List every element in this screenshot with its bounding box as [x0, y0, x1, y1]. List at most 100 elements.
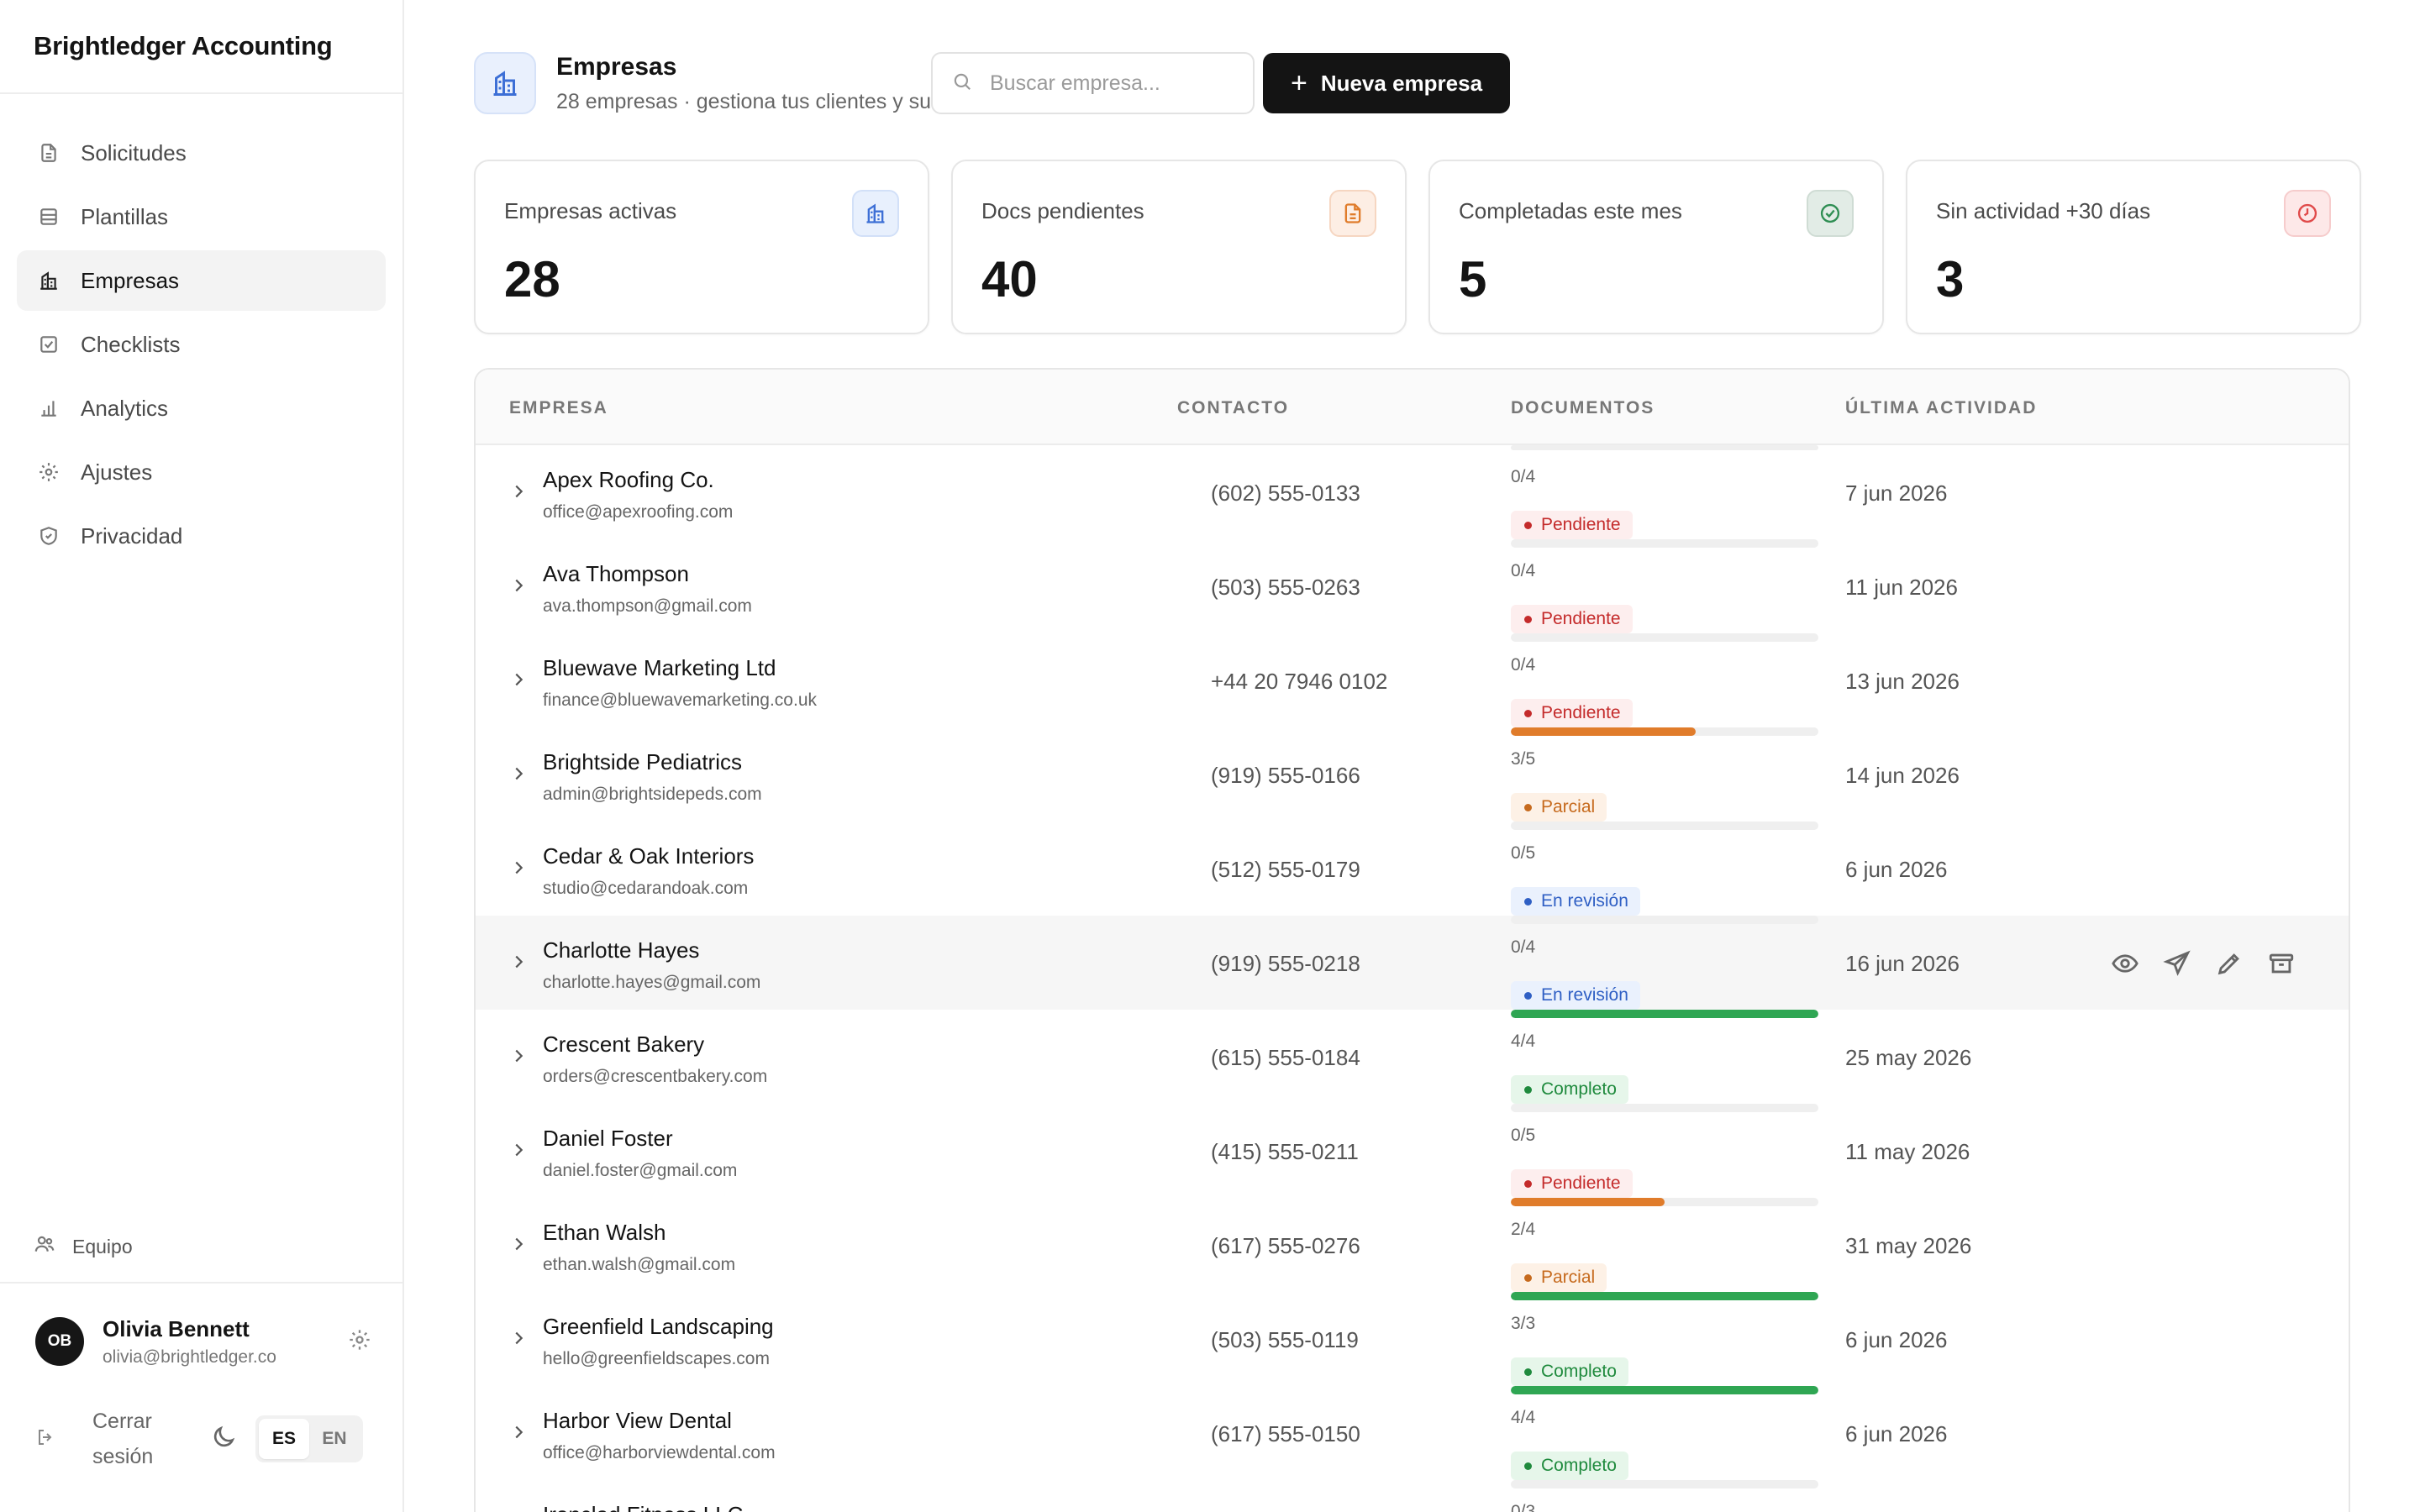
search-input[interactable]: [990, 71, 1242, 96]
sidebar-item-ajustes[interactable]: Ajustes: [17, 442, 386, 502]
sidebar-item-solicitudes[interactable]: Solicitudes: [17, 123, 386, 183]
new-company-button[interactable]: + Nueva empresa: [1263, 53, 1510, 113]
lang-es-button[interactable]: ES: [259, 1419, 309, 1459]
row-actions: [2111, 949, 2296, 982]
sidebar-item-label: Privacidad: [81, 522, 183, 549]
docs-count: 2/4: [1511, 1220, 1536, 1239]
company-email: admin@brightsidepeds.com: [543, 785, 762, 804]
docs-count: 0/4: [1511, 655, 1536, 675]
docs-count: 0/4: [1511, 937, 1536, 957]
company-name[interactable]: Daniel Foster: [543, 1126, 673, 1151]
sidebar-item-checklists[interactable]: Checklists: [17, 314, 386, 375]
eye-icon[interactable]: [2111, 949, 2139, 982]
table-row[interactable]: Greenfield Landscaping hello@greenfieldsc…: [476, 1292, 2349, 1394]
chevron-right-icon[interactable]: [509, 1235, 528, 1253]
last-activity: 6 jun 2026: [1845, 1421, 1948, 1446]
table-row[interactable]: Charlotte Hayes charlotte.hayes@gmail.com…: [476, 916, 2349, 1018]
pencil-icon[interactable]: [2215, 949, 2244, 982]
send-icon[interactable]: [2163, 949, 2191, 982]
company-name[interactable]: Cedar & Oak Interiors: [543, 843, 755, 869]
progress-fill: [1511, 1386, 1818, 1394]
column-header-ultima-actividad[interactable]: ÚLTIMA ACTIVIDAD: [1845, 398, 2038, 417]
new-company-label: Nueva empresa: [1320, 70, 1483, 96]
main-content: Empresas 28 empresas · gestiona tus clie…: [404, 0, 2420, 1512]
file-icon: [37, 141, 60, 165]
search-icon: [951, 71, 973, 97]
docs-count: 0/5: [1511, 843, 1536, 863]
sidebar-item-privacidad[interactable]: Privacidad: [17, 506, 386, 566]
company-name[interactable]: Brightside Pediatrics: [543, 749, 742, 774]
company-name[interactable]: Ironclad Fitness LLC: [543, 1502, 743, 1512]
column-header-contacto[interactable]: CONTACTO: [1177, 398, 1290, 417]
progress-bar: [1511, 1480, 1818, 1488]
companies-table: EMPRESA CONTACTO DOCUMENTOS ÚLTIMA ACTIV…: [474, 368, 2350, 1512]
table-row[interactable]: Cedar & Oak Interiors studio@cedarandoak.…: [476, 822, 2349, 924]
team-link[interactable]: Equipo: [34, 1233, 133, 1260]
archive-icon[interactable]: [2267, 949, 2296, 982]
sidebar-item-empresas[interactable]: Empresas: [17, 250, 386, 311]
company-name[interactable]: Charlotte Hayes: [543, 937, 700, 963]
building-icon: [474, 52, 536, 114]
sidebar-item-label: Ajustes: [81, 459, 153, 485]
company-name[interactable]: Apex Roofing Co.: [543, 467, 714, 492]
table-row[interactable]: Brightside Pediatrics admin@brightsideped…: [476, 727, 2349, 830]
table-row[interactable]: Daniel Foster daniel.foster@gmail.com (415…: [476, 1104, 2349, 1206]
contact-phone: (503) 555-0119: [1211, 1327, 1359, 1352]
company-name[interactable]: Harbor View Dental: [543, 1408, 732, 1433]
company-name[interactable]: Bluewave Marketing Ltd: [543, 655, 776, 680]
chevron-right-icon[interactable]: [509, 953, 528, 971]
table-row[interactable]: Ironclad Fitness LLC 0/3: [476, 1480, 2349, 1512]
logout-button[interactable]: Cerrar sesión: [92, 1410, 154, 1468]
table-row[interactable]: Bluewave Marketing Ltd finance@bluewavema…: [476, 633, 2349, 736]
status-badge: En revisión: [1511, 887, 1640, 916]
gear-icon: [37, 460, 60, 484]
progress-bar: [1511, 1386, 1818, 1394]
company-email: hello@greenfieldscapes.com: [543, 1349, 770, 1368]
table-row[interactable]: Ethan Walsh ethan.walsh@gmail.com (617) 55…: [476, 1198, 2349, 1300]
chevron-right-icon[interactable]: [509, 576, 528, 595]
company-name[interactable]: Crescent Bakery: [543, 1032, 705, 1057]
table-row[interactable]: Crescent Bakery orders@crescentbakery.com…: [476, 1010, 2349, 1112]
chevron-right-icon[interactable]: [509, 858, 528, 877]
table-row[interactable]: Ava Thompson ava.thompson@gmail.com (503) …: [476, 539, 2349, 642]
document-icon: [1329, 190, 1376, 237]
user-name: Olivia Bennett: [103, 1315, 250, 1341]
divider: [0, 1282, 402, 1284]
sidebar-nav: Solicitudes Plantillas Empresas Checklis…: [0, 94, 402, 566]
stat-label: Completadas este mes: [1459, 198, 1682, 223]
contact-phone: (617) 555-0150: [1211, 1421, 1360, 1446]
moon-icon[interactable]: [210, 1424, 237, 1455]
status-badge: Completo: [1511, 1357, 1628, 1386]
column-header-empresa[interactable]: EMPRESA: [509, 398, 608, 417]
checkbox-icon: [37, 333, 60, 356]
lang-en-button[interactable]: EN: [322, 1429, 347, 1448]
stats-row: Empresas activas 28 Docs pendientes 40 C…: [474, 160, 2361, 334]
clock-icon: [2284, 190, 2331, 237]
progress-bar: [1511, 539, 1818, 548]
company-email: office@apexroofing.com: [543, 502, 734, 522]
sidebar-item-analytics[interactable]: Analytics: [17, 378, 386, 438]
chevron-right-icon[interactable]: [509, 482, 528, 501]
progress-bar: [1511, 633, 1818, 642]
chevron-right-icon[interactable]: [509, 1423, 528, 1441]
chevron-right-icon[interactable]: [509, 1141, 528, 1159]
chevron-right-icon[interactable]: [509, 1047, 528, 1065]
column-header-documentos[interactable]: DOCUMENTOS: [1511, 398, 1655, 417]
company-name[interactable]: Ethan Walsh: [543, 1220, 666, 1245]
table-row[interactable]: Harbor View Dental office@harborviewdenta…: [476, 1386, 2349, 1488]
logout-icon[interactable]: [35, 1427, 55, 1452]
progress-bar: [1511, 1198, 1818, 1206]
company-name[interactable]: Greenfield Landscaping: [543, 1314, 774, 1339]
contact-phone: (919) 555-0218: [1211, 951, 1360, 976]
chevron-right-icon[interactable]: [509, 670, 528, 689]
sidebar-item-plantillas[interactable]: Plantillas: [17, 186, 386, 247]
chevron-right-icon[interactable]: [509, 1329, 528, 1347]
table-row[interactable]: Apex Roofing Co. office@apexroofing.com (6…: [476, 445, 2349, 548]
stat-label: Sin actividad +30 días: [1936, 198, 2151, 223]
gear-icon[interactable]: [348, 1328, 371, 1356]
company-email: orders@crescentbakery.com: [543, 1067, 768, 1086]
last-activity: 6 jun 2026: [1845, 857, 1948, 882]
chevron-right-icon[interactable]: [509, 764, 528, 783]
bar-chart-icon: [37, 396, 60, 420]
company-name[interactable]: Ava Thompson: [543, 561, 689, 586]
